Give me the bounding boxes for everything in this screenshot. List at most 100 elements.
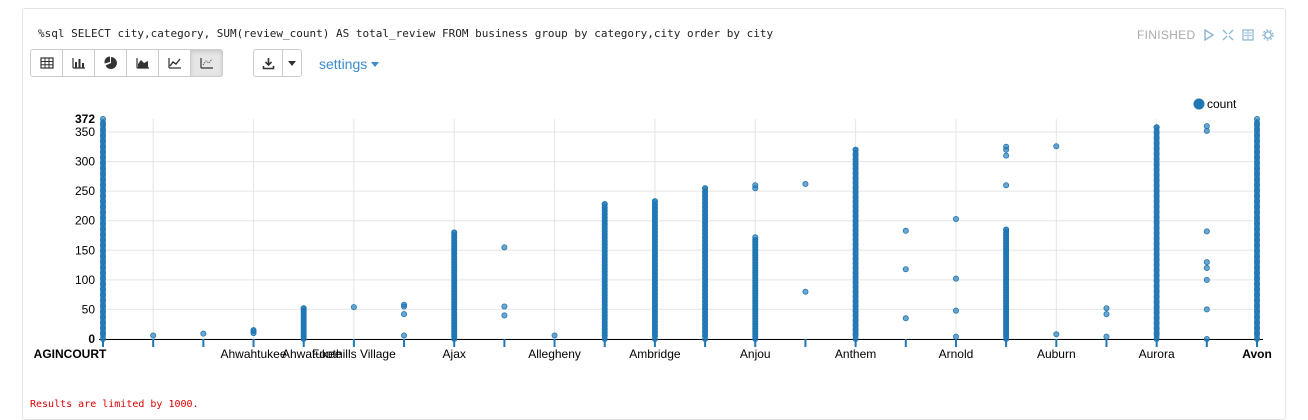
data-point[interactable] xyxy=(100,209,107,216)
data-point[interactable] xyxy=(802,181,809,188)
data-point[interactable] xyxy=(902,266,909,273)
data-point[interactable] xyxy=(1153,330,1160,337)
data-point[interactable] xyxy=(501,244,508,251)
data-point[interactable] xyxy=(501,312,508,319)
data-point[interactable] xyxy=(1254,313,1261,320)
data-point[interactable] xyxy=(1053,143,1060,150)
data-point[interactable] xyxy=(1254,165,1261,172)
data-point[interactable] xyxy=(1153,272,1160,279)
data-point[interactable] xyxy=(1153,161,1160,168)
data-point[interactable] xyxy=(1254,176,1261,183)
expand-icon[interactable] xyxy=(1222,28,1234,42)
data-point[interactable] xyxy=(1153,251,1160,258)
data-point[interactable] xyxy=(1153,187,1160,194)
data-point[interactable] xyxy=(1153,134,1160,141)
data-point[interactable] xyxy=(852,146,859,153)
data-point[interactable] xyxy=(401,332,408,339)
data-point[interactable] xyxy=(551,332,558,339)
data-point[interactable] xyxy=(1254,198,1261,205)
scatter-chart-icon[interactable] xyxy=(190,49,223,77)
data-point[interactable] xyxy=(100,324,107,331)
data-point[interactable] xyxy=(1254,242,1261,249)
data-point[interactable] xyxy=(100,258,107,265)
data-point[interactable] xyxy=(1153,235,1160,242)
data-point[interactable] xyxy=(200,330,207,337)
data-point[interactable] xyxy=(401,311,408,318)
data-point[interactable] xyxy=(100,116,107,123)
legend-label[interactable]: count xyxy=(1207,97,1237,111)
data-point[interactable] xyxy=(1254,275,1261,282)
data-point[interactable] xyxy=(100,121,107,128)
data-point[interactable] xyxy=(1254,137,1261,144)
data-point[interactable] xyxy=(1053,331,1060,338)
data-point[interactable] xyxy=(1254,264,1261,271)
data-point[interactable] xyxy=(100,154,107,161)
data-point[interactable] xyxy=(100,280,107,287)
data-point[interactable] xyxy=(1103,333,1110,340)
data-point[interactable] xyxy=(100,220,107,227)
settings-toggle[interactable]: settings xyxy=(319,56,380,72)
data-point[interactable] xyxy=(1003,143,1010,150)
data-point[interactable] xyxy=(1153,304,1160,311)
data-point[interactable] xyxy=(100,286,107,293)
data-point[interactable] xyxy=(1153,140,1160,147)
data-point[interactable] xyxy=(1153,320,1160,327)
data-point[interactable] xyxy=(1153,208,1160,215)
data-point[interactable] xyxy=(952,307,959,314)
data-point[interactable] xyxy=(100,127,107,134)
data-point[interactable] xyxy=(1254,214,1261,221)
data-point[interactable] xyxy=(100,247,107,254)
data-point[interactable] xyxy=(1254,220,1261,227)
data-point[interactable] xyxy=(902,227,909,234)
data-point[interactable] xyxy=(1254,192,1261,199)
data-point[interactable] xyxy=(1203,265,1210,272)
data-point[interactable] xyxy=(100,242,107,249)
data-point[interactable] xyxy=(1254,324,1261,331)
data-point[interactable] xyxy=(100,203,107,210)
data-point[interactable] xyxy=(1153,214,1160,221)
data-point[interactable] xyxy=(1003,226,1010,233)
data-point[interactable] xyxy=(1003,152,1010,159)
data-point[interactable] xyxy=(1153,124,1160,131)
data-point[interactable] xyxy=(1153,166,1160,173)
data-point[interactable] xyxy=(300,305,307,312)
data-point[interactable] xyxy=(100,137,107,144)
data-point[interactable] xyxy=(1103,305,1110,312)
data-point[interactable] xyxy=(1254,280,1261,287)
data-point[interactable] xyxy=(1153,261,1160,268)
data-point[interactable] xyxy=(350,304,357,311)
data-point[interactable] xyxy=(250,327,257,334)
data-point[interactable] xyxy=(651,198,658,205)
data-point[interactable] xyxy=(1153,298,1160,305)
data-point[interactable] xyxy=(1254,203,1261,210)
data-point[interactable] xyxy=(1254,231,1261,238)
data-point[interactable] xyxy=(1153,335,1160,342)
data-point[interactable] xyxy=(1254,236,1261,243)
data-point[interactable] xyxy=(100,225,107,232)
data-point[interactable] xyxy=(1153,277,1160,284)
data-point[interactable] xyxy=(1153,129,1160,136)
data-point[interactable] xyxy=(1254,269,1261,276)
data-point[interactable] xyxy=(100,319,107,326)
data-point[interactable] xyxy=(1254,181,1261,188)
data-point[interactable] xyxy=(1254,116,1261,123)
data-point[interactable] xyxy=(1153,309,1160,316)
download-icon[interactable] xyxy=(253,49,283,77)
data-point[interactable] xyxy=(752,234,759,241)
data-point[interactable] xyxy=(1153,283,1160,290)
data-point[interactable] xyxy=(451,229,458,236)
data-point[interactable] xyxy=(1153,203,1160,210)
data-point[interactable] xyxy=(952,275,959,282)
data-point[interactable] xyxy=(1203,306,1210,313)
data-point[interactable] xyxy=(1153,230,1160,237)
data-point[interactable] xyxy=(1153,156,1160,163)
data-point[interactable] xyxy=(100,236,107,243)
data-point[interactable] xyxy=(1254,148,1261,155)
data-point[interactable] xyxy=(1153,256,1160,263)
data-point[interactable] xyxy=(902,315,909,322)
data-point[interactable] xyxy=(100,143,107,150)
data-point[interactable] xyxy=(501,303,508,310)
data-point[interactable] xyxy=(1153,171,1160,178)
data-point[interactable] xyxy=(1153,150,1160,157)
data-point[interactable] xyxy=(100,269,107,276)
